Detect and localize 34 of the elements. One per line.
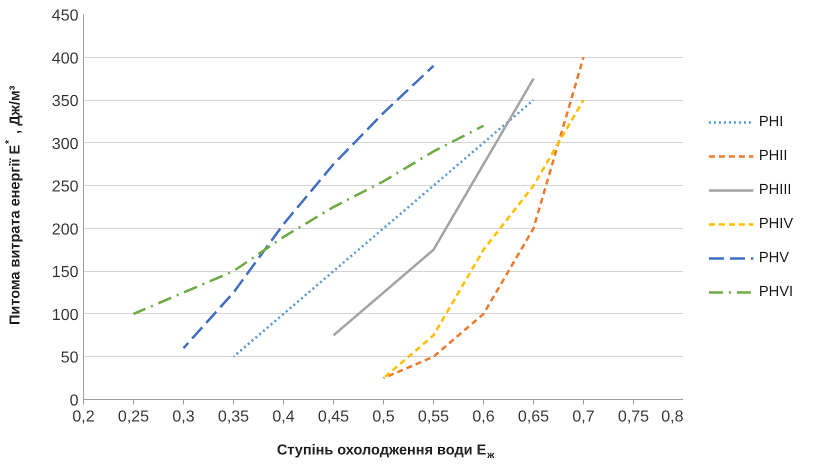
x-tick-label: 0,3 xyxy=(172,408,195,426)
line-series xyxy=(232,98,535,358)
y-tick-label: 450 xyxy=(52,8,79,24)
x-tick-label: 0,2 xyxy=(72,408,95,426)
x-tick-label: 0,55 xyxy=(418,408,450,426)
legend-label: PHII xyxy=(758,148,788,164)
y-tick-label: 250 xyxy=(52,178,79,196)
x-tick-label: 0,4 xyxy=(272,408,295,426)
y-tick-label: 50 xyxy=(60,350,79,367)
y-tick-label: 100 xyxy=(52,306,79,324)
legend-label: PHV xyxy=(758,250,790,266)
x-tick-label: 0,8 xyxy=(661,408,684,426)
x-tick-label: 0,75 xyxy=(618,408,650,426)
y-tick-label: 200 xyxy=(52,221,79,238)
x-tick-label: 0,5 xyxy=(372,408,395,426)
x-tick-label: 0,35 xyxy=(218,408,250,426)
line-series xyxy=(132,124,485,316)
y-tick-label: 400 xyxy=(52,50,79,68)
legend-label: PHVI xyxy=(758,284,794,300)
legend-label: PHIII xyxy=(758,182,792,198)
x-tick-label: 0,65 xyxy=(518,408,550,426)
y-axis-title: Питома витрата енергії E* , Дж/м³ xyxy=(4,85,24,326)
line-series xyxy=(332,77,535,337)
y-tick-label: 150 xyxy=(52,264,79,282)
x-tick-label: 0,6 xyxy=(472,408,495,426)
y-tick-label: 300 xyxy=(52,136,79,153)
legend-label: PHIV xyxy=(758,216,794,232)
y-tick-label: 0 xyxy=(70,392,79,410)
x-tick-label: 0,45 xyxy=(318,408,350,426)
y-tick-label: 350 xyxy=(52,93,79,110)
legend-label: PHI xyxy=(758,114,784,130)
x-tick-label: 0,25 xyxy=(118,408,150,426)
line-series xyxy=(182,64,435,350)
x-tick-label: 0,7 xyxy=(572,408,595,426)
